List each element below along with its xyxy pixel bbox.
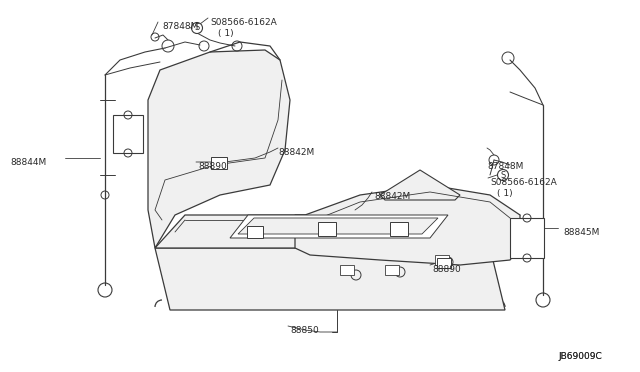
- Polygon shape: [380, 170, 460, 200]
- Text: 88850: 88850: [290, 326, 319, 335]
- Text: S08566-6162A: S08566-6162A: [210, 18, 276, 27]
- Text: 88844M: 88844M: [10, 158, 46, 167]
- Polygon shape: [155, 215, 520, 248]
- Text: 88842M: 88842M: [278, 148, 314, 157]
- Text: 88890: 88890: [198, 162, 227, 171]
- Bar: [247, 226, 263, 238]
- Bar: [385, 265, 399, 275]
- Bar: [510, 218, 544, 258]
- Text: ( 1): ( 1): [218, 29, 234, 38]
- Text: S08566-6162A: S08566-6162A: [490, 178, 557, 187]
- Polygon shape: [148, 50, 290, 248]
- Bar: [211, 157, 227, 169]
- Bar: [435, 255, 449, 265]
- Polygon shape: [295, 185, 520, 265]
- Bar: [390, 222, 408, 236]
- Text: 88845M: 88845M: [563, 228, 600, 237]
- Polygon shape: [230, 215, 448, 238]
- Bar: [113, 115, 143, 153]
- Polygon shape: [155, 248, 505, 310]
- Text: JB69009C: JB69009C: [558, 352, 602, 361]
- Text: ( 1): ( 1): [497, 189, 513, 198]
- Bar: [318, 222, 336, 236]
- Text: S: S: [195, 23, 200, 32]
- Text: 88842M: 88842M: [374, 192, 410, 201]
- Bar: [437, 258, 451, 268]
- Text: 87848M: 87848M: [162, 22, 198, 31]
- Bar: [340, 265, 354, 275]
- Text: S: S: [500, 170, 506, 180]
- Polygon shape: [238, 218, 438, 234]
- Text: 87848M: 87848M: [487, 162, 524, 171]
- Text: JB69009C: JB69009C: [558, 352, 602, 361]
- Text: 88890: 88890: [432, 265, 461, 274]
